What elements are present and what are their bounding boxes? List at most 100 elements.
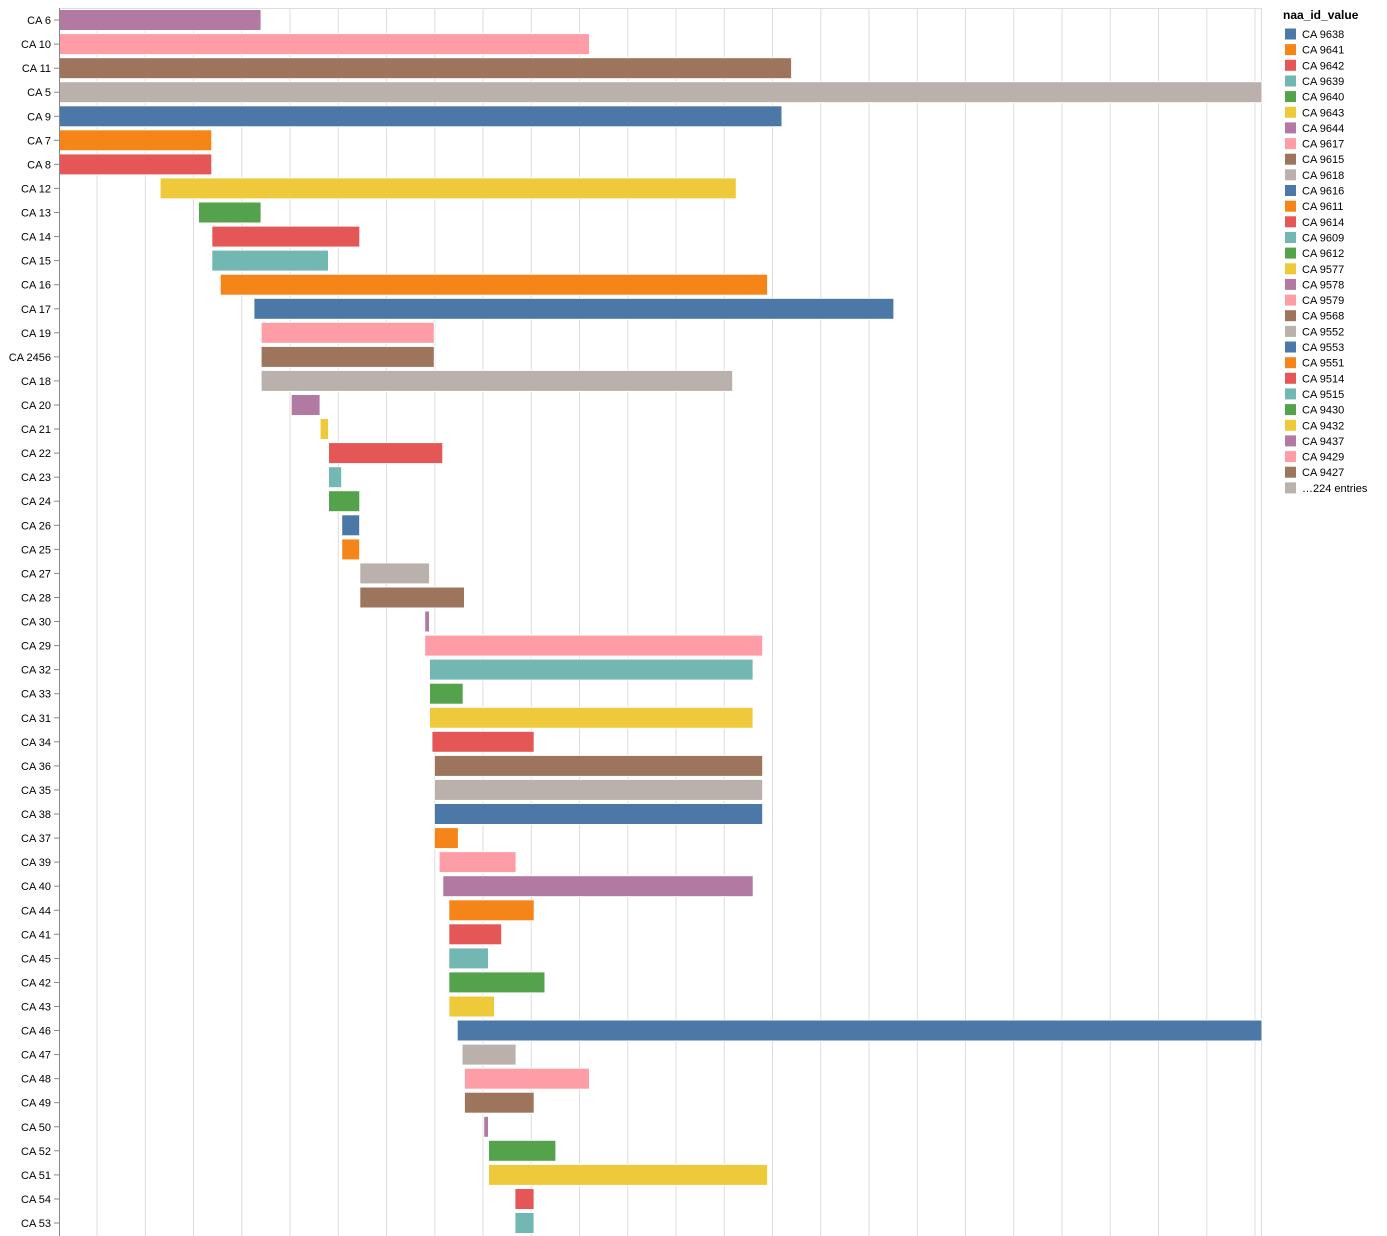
- y-tick-label: CA 46: [21, 1026, 51, 1038]
- bar: [58, 57, 793, 80]
- bar: [211, 249, 329, 272]
- bar: [58, 153, 213, 176]
- legend-label: CA 9568: [1302, 311, 1344, 323]
- y-tick-label: CA 8: [27, 159, 51, 171]
- legend: naa_id_value CA 9638 CA 9641 CA 9642 CA 963…: [1283, 8, 1368, 495]
- bar: [211, 225, 361, 248]
- y-tick-label: CA 44: [21, 905, 51, 917]
- legend-swatch: [1285, 388, 1296, 400]
- bar: [328, 442, 444, 465]
- bar: [448, 899, 535, 922]
- legend-label: CA 9552: [1302, 326, 1344, 338]
- y-tick-label: CA 41: [21, 929, 51, 941]
- bar: [253, 297, 895, 320]
- y-tick-label: CA 9: [27, 111, 51, 123]
- bar: [429, 658, 754, 681]
- y-tick-label: CA 30: [21, 617, 51, 629]
- y-tick-label: CA 20: [21, 400, 51, 412]
- bar: [424, 634, 764, 657]
- bar: [438, 851, 517, 874]
- legend-label: CA 9514: [1302, 373, 1344, 385]
- y-tick-label: CA 53: [21, 1218, 51, 1230]
- y-tick-label: CA 29: [21, 641, 51, 653]
- bar: [219, 273, 769, 296]
- y-tick-label: CA 51: [21, 1170, 51, 1182]
- legend-swatch: [1285, 200, 1296, 212]
- legend-label: CA 9640: [1302, 92, 1344, 104]
- y-tick-label: CA 45: [21, 953, 51, 965]
- y-tick-label: CA 6: [27, 15, 51, 27]
- y-tick-label: CA 21: [21, 424, 51, 436]
- legend-label: CA 9427: [1302, 467, 1344, 479]
- y-tick-label: CA 7: [27, 135, 51, 147]
- legend-label: CA 9437: [1302, 436, 1344, 448]
- y-tick-label: CA 12: [21, 183, 51, 195]
- y-tick-label: CA 50: [21, 1122, 51, 1134]
- legend-swatch: [1285, 482, 1296, 494]
- legend-label: CA 9644: [1302, 123, 1344, 135]
- legend-label: CA 9615: [1302, 154, 1344, 166]
- legend-swatch: [1285, 153, 1296, 165]
- y-tick-label: CA 13: [21, 208, 51, 220]
- bars: [58, 9, 1263, 1234]
- bar: [456, 1019, 1263, 1042]
- y-tick-label: CA 27: [21, 568, 51, 580]
- y-tick-label: CA 23: [21, 472, 51, 484]
- legend-label: CA 9612: [1302, 248, 1344, 260]
- bar: [260, 321, 435, 344]
- bar: [359, 586, 465, 609]
- y-tick-label: CA 34: [21, 737, 51, 749]
- legend-swatch: [1285, 325, 1296, 337]
- legend-swatch: [1285, 451, 1296, 463]
- y-tick-label: CA 19: [21, 328, 51, 340]
- y-tick-label: CA 5: [27, 87, 51, 99]
- y-tick-label: CA 26: [21, 520, 51, 532]
- legend-swatch: [1285, 232, 1296, 243]
- y-tick-label: CA 14: [21, 232, 51, 244]
- legend-swatch: [1285, 278, 1296, 290]
- y-tick-label: CA 37: [21, 833, 51, 845]
- legend-swatch: [1285, 28, 1296, 40]
- y-tick-label: CA 43: [21, 1002, 51, 1014]
- legend-label: CA 9643: [1302, 107, 1344, 119]
- y-tick-label: CA 2456: [9, 352, 51, 364]
- legend-swatch: [1285, 372, 1296, 384]
- bar: [328, 490, 361, 513]
- legend-label: CA 9429: [1302, 452, 1344, 464]
- legend-label: CA 9609: [1302, 233, 1344, 245]
- legend-swatch: [1285, 75, 1296, 87]
- y-tick-label: CA 10: [21, 39, 51, 51]
- bar: [58, 81, 1263, 104]
- legend-swatch: [1285, 310, 1296, 322]
- legend-swatch: [1285, 91, 1296, 103]
- bar: [448, 923, 503, 946]
- bar: [58, 105, 783, 128]
- legend-swatch: [1285, 263, 1296, 275]
- bar: [488, 1163, 769, 1186]
- bar: [433, 754, 764, 777]
- bar: [431, 730, 535, 753]
- legend-label: CA 9642: [1302, 60, 1344, 72]
- y-tick-label: CA 31: [21, 713, 51, 725]
- legend-swatch: [1285, 216, 1296, 228]
- y-tick-label: CA 47: [21, 1050, 51, 1062]
- bar: [328, 466, 343, 489]
- bar: [448, 995, 495, 1018]
- bar: [488, 1139, 557, 1162]
- legend-swatch: [1285, 185, 1296, 196]
- legend-swatch: [1285, 59, 1296, 71]
- legend-label: CA 9515: [1302, 389, 1344, 401]
- bar: [58, 9, 262, 31]
- y-tick-label: CA 15: [21, 256, 51, 268]
- legend-label: CA 9641: [1302, 45, 1344, 57]
- bar: [514, 1188, 535, 1210]
- legend-swatch: [1285, 106, 1296, 118]
- legend-swatch: [1285, 44, 1296, 56]
- y-tick-label: CA 48: [21, 1074, 51, 1086]
- bar: [433, 803, 764, 825]
- bar: [514, 1212, 535, 1234]
- bar: [424, 610, 431, 633]
- bar: [429, 682, 464, 705]
- legend-label: CA 9638: [1302, 29, 1344, 41]
